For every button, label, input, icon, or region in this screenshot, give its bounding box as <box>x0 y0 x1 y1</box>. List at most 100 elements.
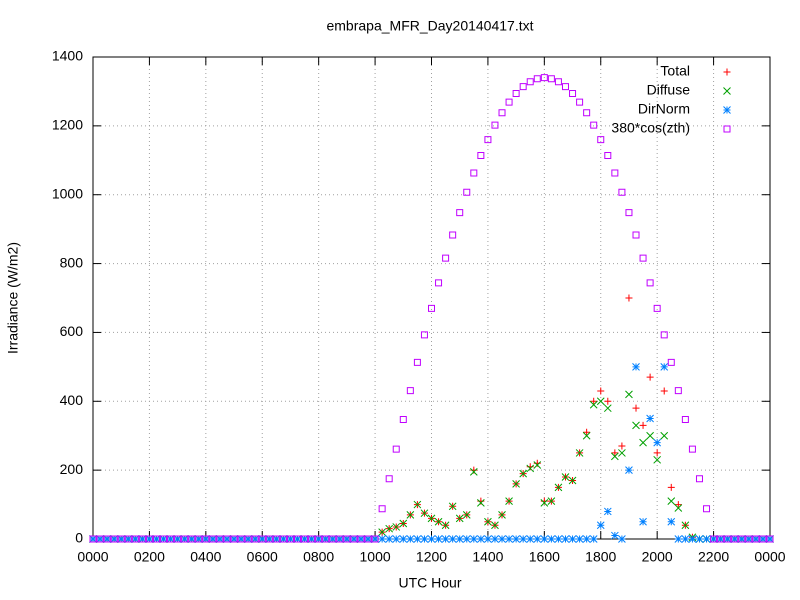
y-tick-label: 600 <box>60 323 84 339</box>
point <box>589 400 598 409</box>
point <box>392 535 401 543</box>
point <box>279 535 288 543</box>
point <box>526 78 534 86</box>
point <box>286 535 294 543</box>
point <box>674 501 682 509</box>
point <box>477 151 485 159</box>
point <box>329 535 337 543</box>
point <box>455 514 464 523</box>
point <box>547 535 556 543</box>
point <box>328 535 337 543</box>
point <box>308 535 316 543</box>
point <box>597 387 605 395</box>
point <box>590 397 598 405</box>
point <box>519 535 528 543</box>
point <box>554 535 563 543</box>
x-tick-label: 0600 <box>247 549 278 565</box>
point <box>371 535 379 543</box>
point <box>674 387 682 395</box>
point <box>103 535 111 543</box>
point <box>660 431 669 440</box>
point <box>590 121 598 129</box>
point <box>442 254 450 262</box>
point <box>625 466 633 474</box>
point <box>491 121 499 129</box>
point <box>674 535 683 543</box>
point <box>618 449 626 457</box>
x-tick-label: 2000 <box>642 549 673 565</box>
y-tick-label: 0 <box>75 530 83 546</box>
point <box>301 535 309 543</box>
point <box>498 511 506 519</box>
point <box>717 535 725 543</box>
point <box>583 109 591 117</box>
point <box>223 535 231 543</box>
point <box>752 535 760 543</box>
point <box>434 517 443 526</box>
point <box>681 416 689 424</box>
point <box>455 535 464 543</box>
point <box>744 535 753 543</box>
point <box>618 442 626 450</box>
point <box>611 449 619 457</box>
point <box>759 535 767 543</box>
point <box>103 535 111 543</box>
point <box>738 535 746 543</box>
point <box>469 468 478 476</box>
point <box>385 475 393 483</box>
point <box>561 473 570 481</box>
point <box>272 535 280 543</box>
point <box>385 524 394 533</box>
point <box>159 535 168 543</box>
point <box>406 535 415 543</box>
point <box>512 535 520 543</box>
point <box>343 535 351 543</box>
point <box>589 535 598 543</box>
point <box>385 535 394 543</box>
point <box>364 535 372 543</box>
point <box>131 535 139 543</box>
legend-label: Total <box>660 63 690 79</box>
point <box>561 535 570 543</box>
point <box>766 535 774 543</box>
point <box>145 535 154 543</box>
x-tick-label: 0200 <box>134 549 165 565</box>
point <box>618 535 626 543</box>
x-tick-label: 1400 <box>472 549 503 565</box>
y-tick-label: 1200 <box>52 117 83 133</box>
point <box>272 535 281 543</box>
point <box>569 89 577 97</box>
point <box>428 304 435 312</box>
point <box>449 231 457 239</box>
point <box>547 75 555 83</box>
point <box>498 535 506 543</box>
point <box>667 517 676 526</box>
point <box>174 535 182 543</box>
x-tick-label: 0000 <box>754 549 785 565</box>
point <box>603 404 612 413</box>
point <box>540 74 548 82</box>
point <box>603 507 612 516</box>
point <box>491 535 499 543</box>
point <box>378 535 386 543</box>
legend-marker <box>723 106 731 114</box>
point <box>639 421 647 429</box>
point <box>540 535 549 543</box>
point <box>315 535 323 543</box>
point <box>244 535 252 543</box>
point <box>265 535 274 543</box>
point <box>724 535 732 543</box>
point <box>625 390 633 399</box>
point <box>378 505 386 513</box>
point <box>258 535 266 543</box>
point <box>639 438 647 447</box>
point <box>223 535 231 543</box>
point <box>371 535 379 543</box>
point <box>582 431 591 440</box>
point <box>124 535 133 543</box>
point <box>357 535 365 543</box>
point <box>730 535 739 543</box>
point <box>526 535 535 543</box>
point <box>124 535 132 543</box>
point <box>448 502 457 511</box>
